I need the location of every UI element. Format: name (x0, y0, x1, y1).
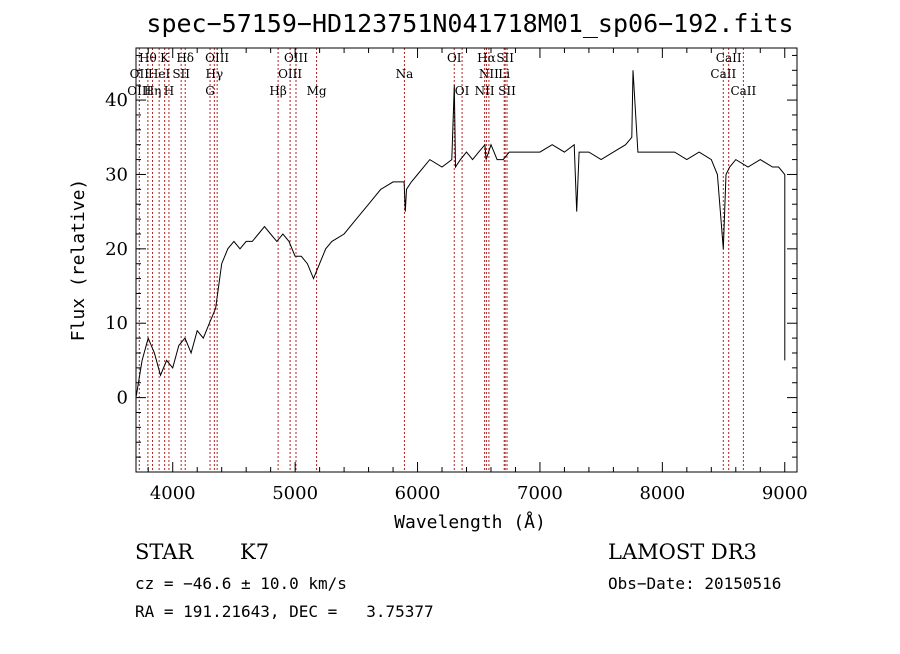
obs-date: Obs−Date: 20150516 (608, 574, 782, 593)
x-ticks: 4000 5000 6000 7000 8000 9000 (147, 48, 808, 504)
x-tick-label: 7000 (517, 483, 563, 504)
line-label: OI (455, 84, 470, 98)
line-label: NII (475, 84, 495, 98)
y-tick-label: 30 (105, 164, 128, 185)
line-label: Hγ (206, 67, 224, 81)
line-label: H (164, 84, 174, 98)
line-label: Mg (307, 84, 327, 98)
line-label: Hθ (139, 51, 157, 65)
y-axis-label: Flux (relative) (68, 179, 89, 342)
redshift-cz: cz = −46.6 ± 10.0 km/s (135, 574, 347, 593)
object-class: STAR (135, 540, 194, 564)
line-label: Hα (477, 51, 496, 65)
x-tick-label: 4000 (150, 483, 196, 504)
line-label: Na (396, 67, 414, 81)
line-label: CaII (710, 67, 736, 81)
line-label: CaII (730, 84, 756, 98)
y-tick-label: 0 (117, 388, 128, 409)
line-label: OIII (127, 84, 151, 98)
y-tick-label: 20 (105, 239, 128, 260)
line-label: OI (447, 51, 462, 65)
x-tick-label: 6000 (395, 483, 441, 504)
line-label: OIII (284, 51, 308, 65)
x-tick-label: 5000 (272, 483, 318, 504)
line-label: SII (498, 84, 516, 98)
x-axis-label: Wavelength (Å) (394, 511, 546, 533)
line-label: OIII (278, 67, 302, 81)
y-ticks: 0 10 20 30 40 (105, 54, 797, 473)
x-tick-label: 9000 (762, 483, 808, 504)
plot-frame (135, 47, 798, 473)
y-tick-label: 40 (105, 90, 128, 111)
y-tick-label: 10 (105, 313, 128, 334)
line-label: NII (479, 67, 499, 81)
line-label: HeI (148, 67, 171, 81)
line-label: SII (172, 67, 190, 81)
line-label: Hδ (176, 51, 194, 65)
chart-title: spec−57159−HD123751N041718M01_sp06−192.f… (146, 9, 793, 38)
line-label: CaII (716, 51, 742, 65)
spectrum-line (135, 70, 786, 398)
line-label: Hη (144, 84, 162, 98)
object-subclass: K7 (240, 540, 270, 564)
survey-name: LAMOST DR3 (608, 540, 757, 564)
line-label: Li (498, 67, 510, 81)
line-label: OIII (205, 51, 229, 65)
ra-dec: RA = 191.21643, DEC = 3.75377 (135, 602, 434, 621)
line-label: OII (130, 67, 150, 81)
line-label: K (160, 51, 170, 65)
x-tick-label: 8000 (639, 483, 685, 504)
line-label: G (205, 84, 215, 98)
line-label: Hβ (269, 84, 286, 98)
line-label: SII (496, 51, 514, 65)
line-markers (138, 48, 744, 472)
line-labels: Hθ OII OIII K HeI Hη SII H Hδ OIII Hγ G Hβ OIII OIII Mg… (127, 51, 756, 98)
